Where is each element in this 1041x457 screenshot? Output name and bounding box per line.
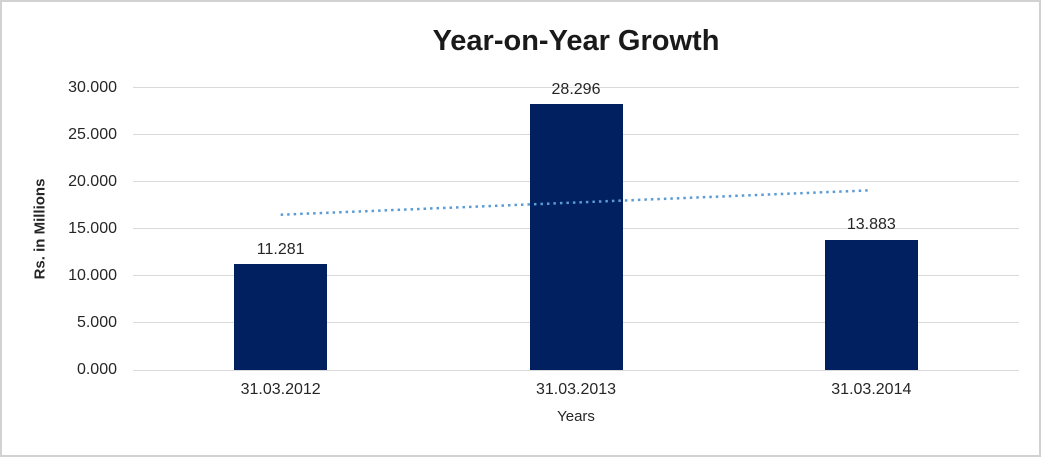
gridline [133,87,1019,88]
y-tick-label: 5.000 [76,314,117,331]
y-tick-label: 20.000 [68,173,117,190]
bar-data-label: 11.281 [256,240,305,258]
trendline-line [280,189,872,216]
trendline [280,189,872,216]
x-category-label: 31.03.2014 [831,381,912,398]
bar-data-label: 13.883 [846,216,896,234]
bar [824,239,918,370]
x-axis-title: Years [557,408,595,425]
y-tick-label: 15.000 [68,220,117,237]
x-category-label: 31.03.2012 [240,381,321,398]
gridline [133,370,1019,371]
plot-area [133,87,1019,371]
bar [234,263,328,370]
chart-title: Year-on-Year Growth [432,25,720,57]
bar-data-label: 28.296 [551,81,601,99]
y-tick-label: 10.000 [68,267,117,284]
y-tick-label: 25.000 [68,126,117,143]
y-tick-label: 30.000 [68,79,117,96]
x-category-label: 31.03.2013 [535,381,617,398]
y-tick-label: 0.000 [76,361,117,378]
bar [529,104,623,370]
